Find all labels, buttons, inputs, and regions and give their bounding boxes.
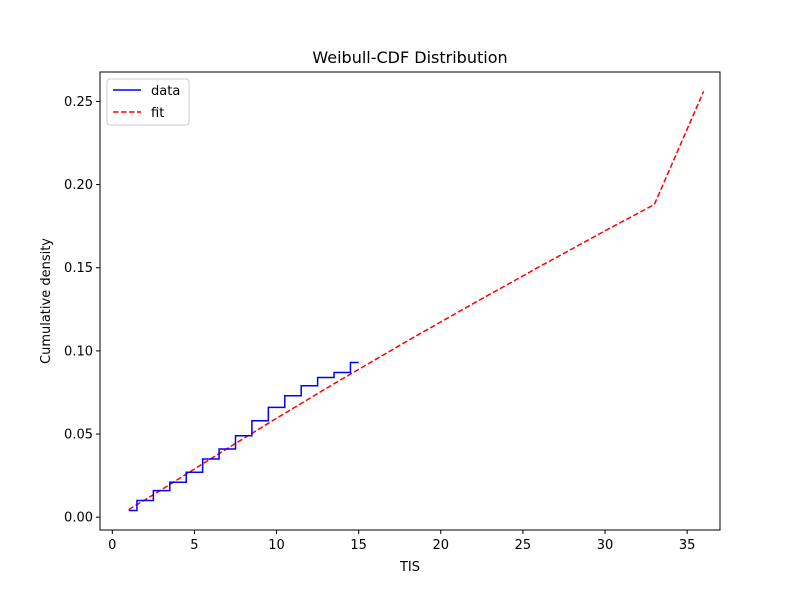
legend: data fit <box>106 78 190 126</box>
y-axis-ticks: 0.00 0.05 0.10 0.15 0.20 0.25 <box>64 95 100 526</box>
x-tick-label: 10 <box>268 538 285 553</box>
y-tick-label: 0.25 <box>64 95 93 110</box>
x-axis-label: TIS <box>399 560 420 575</box>
x-tick-label: 5 <box>190 538 198 553</box>
y-tick-label: 0.00 <box>64 511 93 526</box>
x-axis-ticks: 0 5 10 15 20 25 30 35 <box>108 530 695 553</box>
data-series-step-line <box>128 361 359 512</box>
plot-frame <box>99 71 721 531</box>
y-tick-label: 0.10 <box>64 344 93 359</box>
y-tick-label: 0.05 <box>64 428 93 443</box>
data-layer <box>128 91 705 512</box>
x-tick-label: 25 <box>515 538 532 553</box>
x-tick-label: 35 <box>679 538 696 553</box>
fit-series-line <box>128 91 705 511</box>
y-axis-label: Cumulative density <box>39 238 54 364</box>
x-tick-label: 15 <box>350 538 367 553</box>
x-tick-label: 20 <box>433 538 450 553</box>
x-tick-label: 30 <box>597 538 614 553</box>
legend-data-label: data <box>151 84 180 99</box>
y-tick-label: 0.20 <box>64 178 93 193</box>
y-tick-label: 0.15 <box>64 261 93 276</box>
chart-title: Weibull-CDF Distribution <box>312 48 507 67</box>
legend-fit-label: fit <box>151 106 164 121</box>
plot-area <box>100 72 720 530</box>
x-tick-label: 0 <box>108 538 116 553</box>
